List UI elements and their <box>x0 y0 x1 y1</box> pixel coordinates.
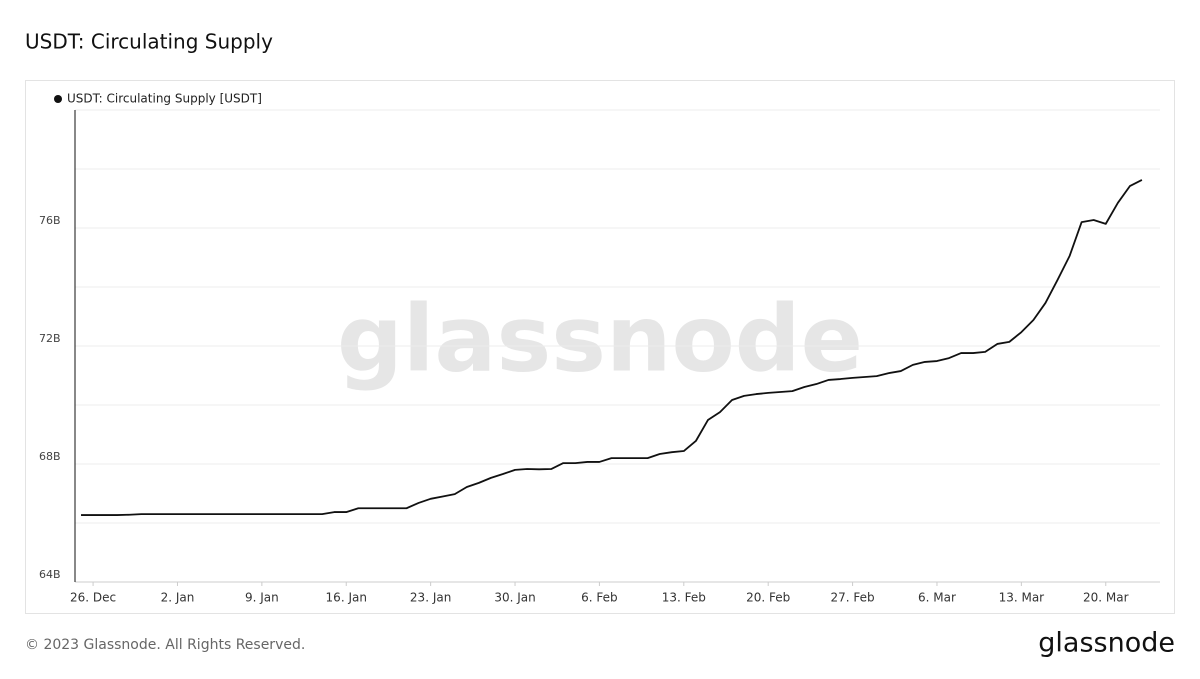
x-tick-label: 6. Mar <box>918 591 956 605</box>
x-tick-label: 27. Feb <box>831 591 875 605</box>
legend-marker <box>54 95 62 103</box>
x-tick-label: 16. Jan <box>326 591 367 605</box>
series-line <box>81 179 1143 516</box>
y-tick-label: 68B <box>39 450 61 463</box>
y-tick-label: 64B <box>39 568 61 581</box>
x-tick-label: 26. Dec <box>70 591 116 605</box>
legend-label: USDT: Circulating Supply [USDT] <box>67 92 262 106</box>
y-tick-label: 72B <box>39 332 61 345</box>
x-tick-label: 6. Feb <box>581 591 618 605</box>
chart-title: USDT: Circulating Supply <box>25 30 273 54</box>
x-tick-label: 30. Jan <box>494 591 535 605</box>
y-tick-label: 76B <box>39 214 61 227</box>
x-tick-label: 20. Mar <box>1083 591 1129 605</box>
x-tick-label: 13. Feb <box>662 591 706 605</box>
footer: © 2023 Glassnode. All Rights Reserved. <box>25 637 305 653</box>
x-tick-label: 9. Jan <box>245 591 279 605</box>
watermark: glassnode <box>337 285 863 392</box>
x-tick-label: 13. Mar <box>999 591 1045 605</box>
x-tick-label: 20. Feb <box>746 591 790 605</box>
x-tick-label: 2. Jan <box>161 591 195 605</box>
x-tick-label: 23. Jan <box>410 591 451 605</box>
brand-logo: glassnode <box>1038 628 1175 659</box>
